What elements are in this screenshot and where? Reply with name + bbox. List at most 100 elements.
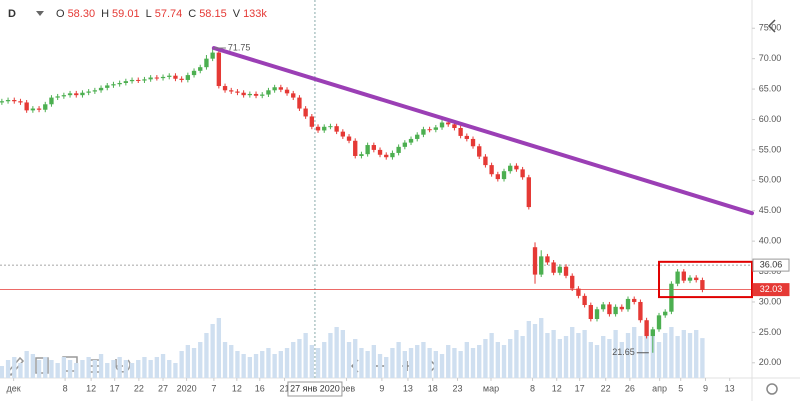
volume-bar: [98, 354, 104, 378]
note-tool[interactable]: [35, 357, 49, 374]
x-tick-label: дек: [7, 383, 21, 393]
candle-body: [229, 90, 234, 92]
candle-body: [241, 92, 246, 96]
y-tick-label: 65.00: [759, 83, 782, 93]
x-tick-label: 26: [625, 383, 635, 393]
volume-bar: [92, 360, 98, 378]
candle-body: [216, 52, 222, 87]
volume-bar: [520, 336, 525, 378]
candle-body: [390, 152, 395, 158]
volume-bar: [334, 327, 339, 378]
candle-body: [663, 311, 668, 316]
candle-body: [464, 135, 469, 139]
candle-body: [408, 138, 414, 143]
volume-bar: [260, 351, 265, 378]
candle-body: [452, 124, 457, 129]
candle-body: [501, 171, 507, 180]
candle-body: [520, 169, 525, 178]
volume-bar: [656, 342, 662, 378]
candle-body: [594, 309, 600, 319]
candle-body: [563, 266, 569, 276]
candle-body: [458, 128, 463, 136]
candle-body: [514, 165, 519, 170]
candle-body: [129, 79, 135, 82]
candle-body: [278, 87, 284, 90]
candle-body: [55, 96, 60, 98]
y-tick-label: 25.00: [759, 327, 782, 337]
volume-bar: [669, 327, 674, 378]
candle-body: [105, 85, 110, 88]
volume-bar: [396, 342, 401, 378]
candle-body: [173, 75, 178, 79]
candle-body: [576, 288, 581, 296]
volume-bar: [526, 321, 531, 378]
volume-bar: [650, 330, 655, 378]
volume-bar: [613, 330, 618, 378]
y-tick-label: 60.00: [759, 114, 782, 124]
candle-body: [111, 84, 116, 86]
y-tick-label: 45.00: [759, 205, 782, 215]
volume-bar: [67, 360, 73, 378]
volume-bar: [625, 333, 631, 378]
volume-bar: [594, 345, 600, 378]
price-label: 36.06: [760, 259, 783, 269]
volume-bar: [458, 351, 463, 378]
volume-bar: [154, 357, 160, 378]
volume-bar: [191, 348, 197, 378]
candle-body: [353, 140, 358, 156]
volume-bar: [687, 333, 693, 378]
volume-bar: [80, 360, 85, 378]
settings-button[interactable]: [766, 383, 778, 395]
candle-body: [86, 91, 91, 93]
x-tick-label: 8: [63, 383, 68, 393]
ohlcv-value: 58.30: [68, 8, 96, 20]
volume-bar: [514, 330, 519, 378]
volume-bar: [570, 327, 575, 378]
volume-bar: [222, 342, 228, 378]
volume-bar: [700, 338, 705, 378]
volume-bar: [489, 333, 494, 378]
volume-bar: [619, 342, 624, 378]
candle-body: [272, 87, 277, 91]
y-tick-label: 50.00: [759, 175, 782, 185]
candle-body: [160, 76, 166, 79]
candle-body: [36, 108, 42, 110]
volume-bar: [371, 345, 376, 378]
ohlcv-value: 133k: [243, 8, 267, 20]
volume-bar: [663, 333, 668, 378]
x-tick-label: апр: [652, 383, 667, 393]
volume-bar: [173, 363, 178, 378]
candle-body: [402, 142, 407, 147]
x-tick-label: 13: [725, 383, 735, 393]
volume-bar: [49, 360, 54, 378]
volume-bar: [24, 351, 29, 378]
x-tick-label: 22: [601, 383, 611, 393]
candle-body: [340, 131, 346, 137]
volume-bar: [148, 360, 153, 378]
candle-body: [582, 295, 587, 306]
dropdown-icon[interactable]: [36, 11, 44, 16]
candle-body: [185, 75, 191, 80]
volume-bar: [160, 354, 166, 378]
y-tick-label: 70.00: [759, 53, 782, 63]
volume-bar: [235, 351, 240, 378]
volume-bar: [427, 348, 432, 378]
volume-bar: [18, 363, 23, 378]
candle-body: [123, 81, 129, 83]
x-tick-label: 22: [134, 383, 144, 393]
symbol: D: [8, 8, 16, 20]
volume-bar: [508, 339, 513, 378]
x-tick-label: 17: [575, 383, 585, 393]
volume-bar: [315, 348, 321, 378]
volume-bar: [105, 363, 110, 378]
candle-body: [291, 93, 296, 98]
candle-body: [588, 305, 593, 319]
volume-bar: [74, 363, 79, 378]
candle-body: [117, 82, 122, 85]
candle-body: [613, 306, 618, 315]
volume-bar: [607, 339, 612, 378]
candle-body: [557, 266, 562, 273]
collapse-button[interactable]: [767, 19, 776, 33]
volume-bar: [328, 333, 333, 378]
x-tick-label: 13: [403, 383, 413, 393]
